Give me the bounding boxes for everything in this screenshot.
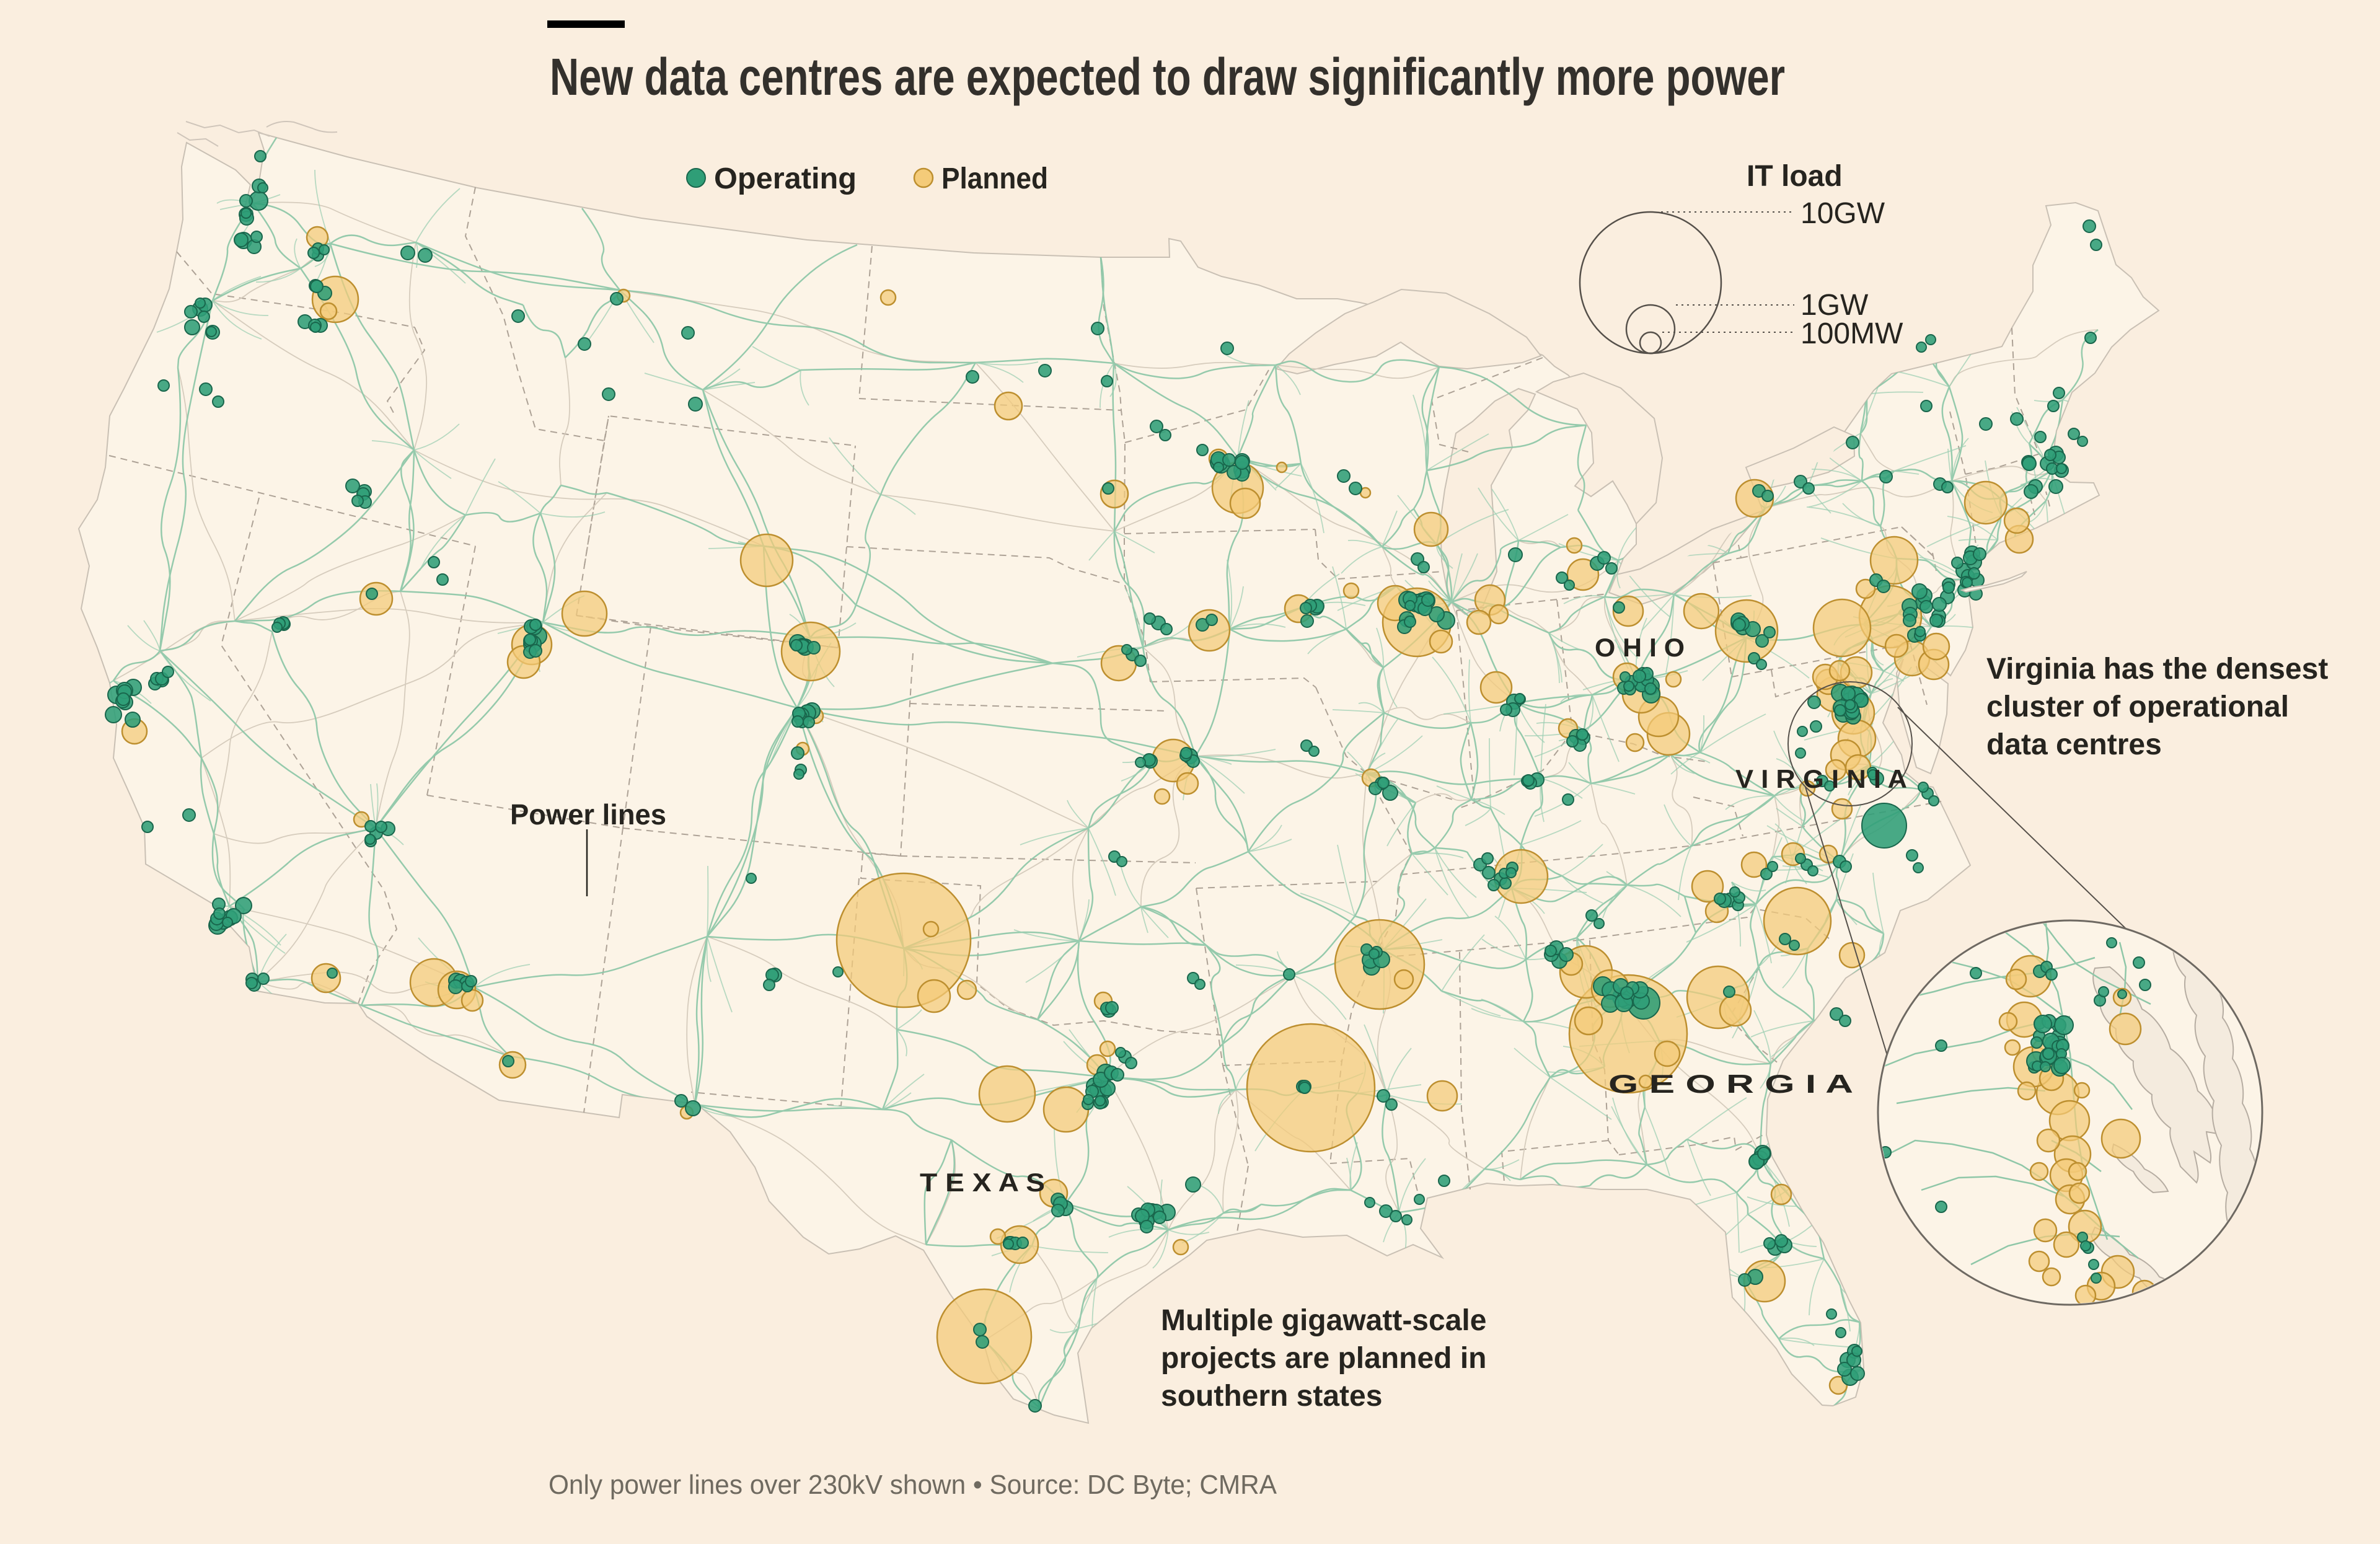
svg-text:Multiple gigawatt-scale: Multiple gigawatt-scale: [1161, 1304, 1486, 1337]
svg-text:100MW: 100MW: [1800, 317, 1903, 350]
svg-text:G E O R G I A: G E O R G I A: [1608, 1069, 1853, 1098]
svg-text:cluster of operational: cluster of operational: [1986, 690, 2289, 723]
svg-text:IT load: IT load: [1747, 160, 1843, 193]
svg-text:Planned: Planned: [941, 162, 1048, 195]
svg-text:New data centres are expected: New data centres are expected to draw si…: [550, 48, 1785, 106]
svg-text:southern states: southern states: [1161, 1380, 1382, 1413]
svg-text:projects are planned in: projects are planned in: [1161, 1342, 1486, 1375]
svg-text:data centres: data centres: [1986, 728, 2162, 761]
svg-text:Power lines: Power lines: [510, 798, 666, 831]
svg-text:10GW: 10GW: [1800, 197, 1885, 230]
svg-text:T E X A S: T E X A S: [920, 1168, 1045, 1197]
svg-text:Only power lines over 230kV sh: Only power lines over 230kV shown • Sour…: [549, 1470, 1277, 1500]
svg-text:Virginia has the densest: Virginia has the densest: [1986, 653, 2328, 686]
svg-text:1GW: 1GW: [1800, 289, 1869, 322]
svg-text:Operating: Operating: [714, 162, 857, 195]
svg-text:V I R G I N I A: V I R G I N I A: [1735, 764, 1907, 793]
svg-text:O H I O: O H I O: [1595, 633, 1685, 662]
